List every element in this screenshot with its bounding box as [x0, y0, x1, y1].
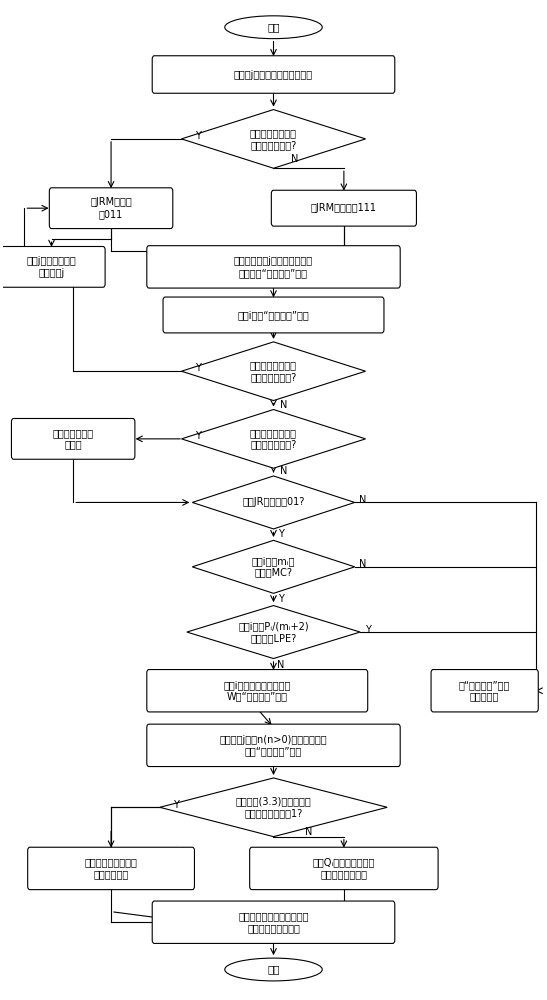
Text: 节点i向请求节点发送带有
W的“修复确认”消息: 节点i向请求节点发送带有 W的“修复确认”消息 [224, 680, 291, 702]
Text: 修复成功的节点逐层更新自
己子孙节点的短地址: 修复成功的节点逐层更新自 己子孙节点的短地址 [238, 911, 309, 933]
Text: Y: Y [195, 363, 201, 373]
Text: N: N [359, 495, 366, 505]
Text: Y: Y [195, 431, 201, 441]
Text: 节点i判断mᵢ是
否小于MC?: 节点i判断mᵢ是 否小于MC? [252, 556, 295, 578]
Text: 判断失效节点是否
为自己的父节点?: 判断失效节点是否 为自己的父节点? [250, 360, 297, 382]
Text: 将“修复确认”消息
丢弃不处理: 将“修复确认”消息 丢弃不处理 [459, 680, 510, 702]
Text: Y: Y [195, 131, 201, 141]
FancyBboxPatch shape [163, 297, 384, 333]
Text: N: N [277, 660, 284, 670]
Polygon shape [182, 410, 365, 468]
FancyBboxPatch shape [147, 724, 400, 767]
Text: Y: Y [277, 529, 283, 539]
Text: 节点i判断Pᵢ/(mᵢ+2)
是否小于LPE?: 节点i判断Pᵢ/(mᵢ+2) 是否小于LPE? [238, 621, 309, 643]
Polygon shape [160, 778, 387, 837]
FancyBboxPatch shape [49, 188, 173, 229]
Text: 节点i收到“修复请求”消息: 节点i收到“修复请求”消息 [237, 310, 310, 320]
Polygon shape [193, 476, 354, 529]
Text: 判断失效节点是否
是自己的父节点?: 判断失效节点是否 是自己的父节点? [250, 128, 297, 150]
Ellipse shape [225, 958, 322, 981]
FancyBboxPatch shape [147, 246, 400, 288]
Text: 请求节点j收到n(n>0)个候选继父节
点的“修复确认”消息: 请求节点j收到n(n>0)个候选继父节 点的“修复确认”消息 [220, 735, 327, 756]
Polygon shape [187, 606, 360, 659]
Text: 判断失效节点是否
为自己的子节点?: 判断失效节点是否 为自己的子节点? [250, 428, 297, 450]
Text: 开始: 开始 [267, 22, 280, 32]
FancyBboxPatch shape [11, 418, 135, 459]
Text: 修复请求节点j广播带有失效节
点地址的“修复请求”消息: 修复请求节点j广播带有失效节 点地址的“修复请求”消息 [234, 256, 313, 278]
Text: N: N [280, 466, 287, 476]
Text: 选取Qᵢ较小的待选继父
节点作为继父节点: 选取Qᵢ较小的待选继父 节点作为继父节点 [313, 858, 375, 879]
Text: N: N [292, 154, 299, 164]
Text: N: N [359, 559, 366, 569]
Text: 结束: 结束 [267, 965, 280, 975]
FancyBboxPatch shape [152, 901, 395, 943]
FancyBboxPatch shape [28, 847, 194, 890]
Text: Y: Y [365, 625, 371, 635]
Text: Y: Y [277, 594, 283, 604]
Polygon shape [182, 110, 365, 168]
Text: 将JRM位标识
为011: 将JRM位标识 为011 [90, 197, 132, 219]
Text: 将JRM位标识为111: 将JRM位标识为111 [311, 203, 377, 213]
Text: 选取该候选继父节点
作为继父节点: 选取该候选继父节点 作为继父节点 [85, 858, 137, 879]
Text: N: N [280, 400, 287, 410]
Text: Y: Y [173, 800, 179, 810]
Text: 节点j将设置成修复
请求节点j: 节点j将设置成修复 请求节点j [27, 256, 77, 278]
FancyBboxPatch shape [271, 190, 416, 226]
Polygon shape [193, 540, 354, 593]
Text: N: N [305, 827, 312, 837]
Text: 判断JR位是否为01?: 判断JR位是否为01? [242, 497, 305, 507]
Text: 断开与失效节点
的关联: 断开与失效节点 的关联 [53, 428, 94, 450]
FancyBboxPatch shape [431, 670, 538, 712]
Ellipse shape [225, 16, 322, 39]
Text: 当节点j发现下一跳节点失效时: 当节点j发现下一跳节点失效时 [234, 70, 313, 80]
FancyBboxPatch shape [249, 847, 438, 890]
FancyBboxPatch shape [147, 670, 368, 712]
FancyBboxPatch shape [0, 246, 105, 287]
Polygon shape [182, 342, 365, 401]
Text: 满足公式(3.3)的候选继父
节点个数是否等于1?: 满足公式(3.3)的候选继父 节点个数是否等于1? [236, 796, 311, 818]
FancyBboxPatch shape [152, 56, 395, 93]
